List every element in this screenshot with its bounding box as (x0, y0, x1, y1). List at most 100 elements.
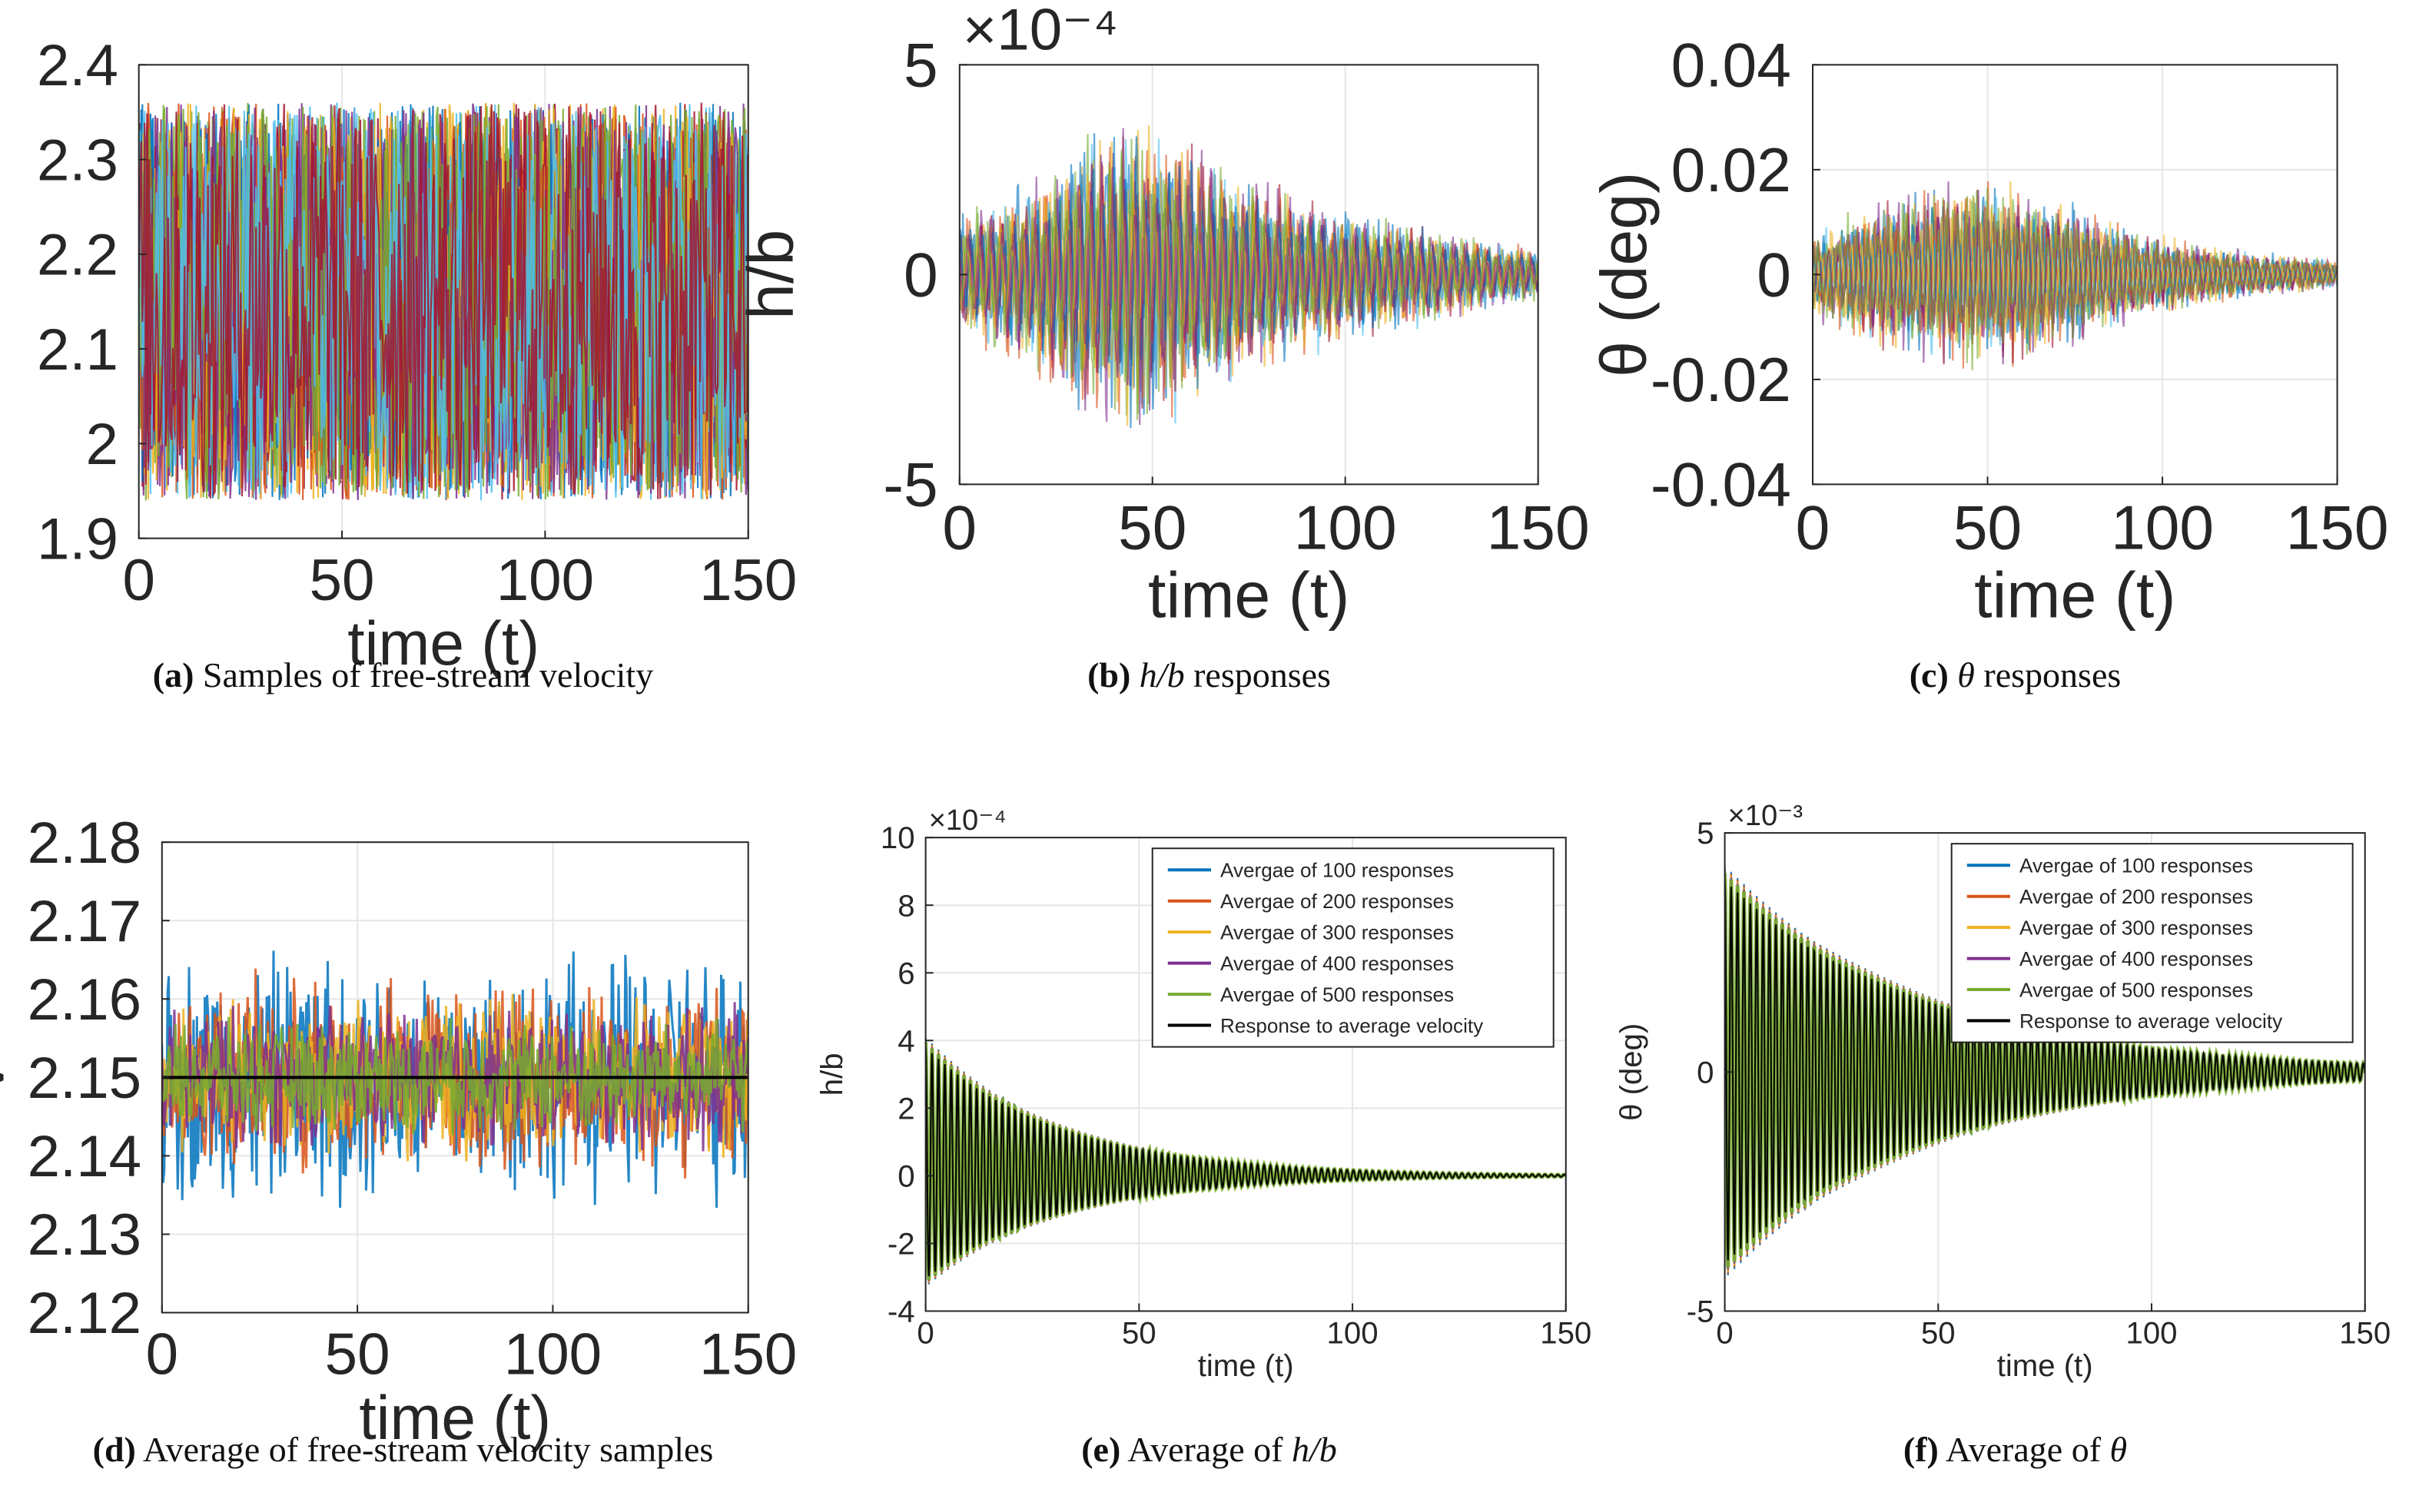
y-tick-label: 0 (898, 1159, 914, 1193)
legend: Avergae of 100 responses Avergae of 200 r… (1151, 847, 1555, 1048)
y-tick-label: -4 (888, 1295, 915, 1329)
data-layer (959, 125, 1538, 429)
y-tick-label: 4 (898, 1023, 914, 1058)
legend-entry-2: Avergae of 300 responses (2019, 917, 2253, 940)
y-tick-label: 5 (904, 31, 938, 100)
legend-entry-1: Avergae of 200 responses (2019, 885, 2253, 908)
y-tick-label: 2.2 (37, 223, 118, 288)
data-layer (161, 950, 748, 1209)
caption-d: (d) Average of free-stream velocity samp… (0, 1429, 806, 1470)
x-tick-label: 0 (917, 1316, 934, 1351)
caption-label: (a) (152, 655, 194, 695)
legend-entry-4: Avergae of 500 responses (1220, 983, 1454, 1006)
axes-box (138, 64, 749, 539)
legend-entry-1: Avergae of 200 responses (1220, 890, 1454, 913)
caption-text: Average of free-stream velocity samples (142, 1430, 714, 1469)
y-tick-label: -5 (883, 451, 937, 520)
y-tick-label: 2.16 (28, 967, 141, 1033)
x-tick-label: 50 (1953, 494, 2022, 563)
x-tick-label: 150 (699, 548, 797, 613)
y-tick-label: 2.13 (28, 1202, 141, 1268)
caption-label: (d) (92, 1430, 136, 1469)
axis-exponent: ×10⁻³ (1728, 799, 1803, 832)
chart-e: 0 50 100 150 -4 -2 0 2 4 6 8 10 ×10⁻⁴ time (t) h/b Aver… (815, 804, 1591, 1383)
x-tick-label: 0 (1796, 494, 1830, 563)
data-layer (925, 1036, 1566, 1285)
y-tick-label: 0 (1697, 1055, 1714, 1089)
caption-text: Samples of free-stream velocity (202, 655, 654, 695)
y-tick-label: 8 (898, 888, 914, 923)
data-layer (1724, 865, 2365, 1276)
y-tick-label: 2 (86, 412, 118, 477)
axes-box (924, 837, 1567, 1312)
x-tick-label: 150 (1487, 494, 1590, 563)
caption-b: (b) h/b responses (806, 655, 1612, 695)
y-tick-label: 2.17 (28, 889, 141, 954)
chart-d: 0 50 100 150 2.12 2.13 2.14 2.15 2.16 2.17 2.18 tim… (0, 811, 797, 1453)
x-tick-label: 100 (2126, 1316, 2178, 1351)
y-tick-label: 6 (898, 956, 914, 990)
y-axis-label: θ (deg) (1614, 1023, 1648, 1121)
y-tick-label: 2.4 (37, 33, 118, 98)
y-axis-label: θ (deg) (1588, 172, 1660, 377)
caption-label: (e) (1081, 1430, 1121, 1469)
series-avg-velocity (925, 1047, 1566, 1277)
caption-math: θ (2109, 1430, 2128, 1469)
y-tick-label: -5 (1687, 1295, 1714, 1329)
y-tick-label: -2 (888, 1227, 915, 1262)
x-axis-label: time (t) (1997, 1348, 2093, 1383)
x-tick-label: 50 (1122, 1316, 1156, 1351)
y-tick-label: 2.18 (28, 811, 141, 876)
y-tick-label: 1.9 (37, 506, 118, 572)
y-tick-label: 2.14 (28, 1124, 141, 1189)
axis-exponent: ×10⁻⁴ (963, 0, 1118, 62)
x-tick-label: 100 (1327, 1316, 1379, 1351)
y-tick-label: 10 (881, 821, 915, 855)
x-tick-label: 50 (1118, 494, 1186, 563)
y-tick-label: -0.02 (1651, 346, 1791, 415)
y-tick-label: 0.04 (1671, 31, 1791, 100)
x-tick-label: 100 (496, 548, 594, 613)
x-axis-label: time (t) (1974, 559, 2175, 631)
x-tick-label: 50 (1921, 1316, 1956, 1351)
legend-entry-4: Avergae of 500 responses (2019, 978, 2253, 1001)
x-axis-label: time (t) (1198, 1348, 1294, 1383)
caption-text: Average of (1945, 1430, 2110, 1469)
chart-c: 0 50 100 150 -0.04 -0.02 0 0.02 0.04 time (t) θ (d… (1588, 31, 2389, 631)
x-tick-label: 150 (1540, 1316, 1591, 1351)
legend: Avergae of 100 responses Avergae of 200 r… (1950, 843, 2354, 1043)
caption-label: (c) (1909, 655, 1949, 695)
series-avg-velocity (1724, 880, 2365, 1261)
x-tick-label: 100 (504, 1322, 602, 1388)
caption-math: θ (1957, 655, 1975, 695)
y-tick-label: 0.02 (1671, 136, 1791, 205)
legend-entry-3: Avergae of 400 responses (2019, 947, 2253, 970)
series-line-13 (138, 102, 748, 499)
x-tick-label: 100 (1294, 494, 1397, 563)
caption-math: h/b (1291, 1430, 1337, 1469)
caption-c: (c) θ responses (1612, 655, 2418, 695)
caption-e: (e) Average of h/b (806, 1429, 1612, 1470)
y-tick-label: 2.15 (28, 1046, 141, 1111)
y-axis-label: V (0, 1056, 17, 1098)
series-line-7 (959, 136, 1538, 429)
legend-box (1950, 843, 2354, 1043)
y-tick-label: 5 (1697, 816, 1714, 850)
caption-text: responses (1974, 655, 2122, 695)
legend-entry-2: Avergae of 300 responses (1220, 921, 1454, 944)
x-tick-label: 0 (1716, 1316, 1733, 1351)
x-tick-label: 150 (2339, 1316, 2391, 1351)
x-tick-label: 150 (699, 1322, 797, 1388)
y-axis-label: h/b (735, 230, 807, 320)
axis-exponent: ×10⁻⁴ (929, 804, 1007, 837)
legend-entry-0: Avergae of 100 responses (2019, 854, 2253, 877)
legend-entry-3: Avergae of 400 responses (1220, 952, 1454, 975)
x-tick-label: 50 (325, 1322, 390, 1388)
legend-box (1151, 847, 1555, 1048)
x-tick-label: 150 (2286, 494, 2389, 563)
x-axis-label: time (t) (359, 1384, 551, 1453)
